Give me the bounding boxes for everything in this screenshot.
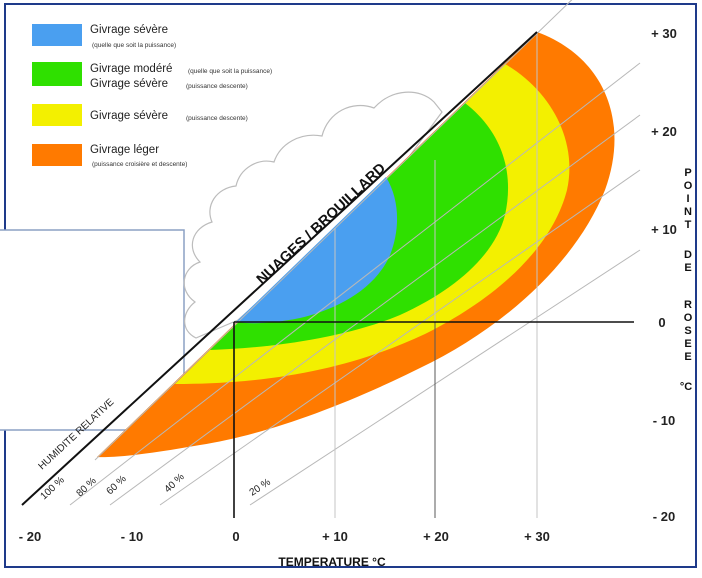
y-title-letter: D [684, 249, 692, 261]
y-title-letter: R [684, 299, 692, 311]
x-axis: - 20 - 10 0 + 10 + 20 + 30 TEMPERATURE °… [19, 529, 550, 569]
legend-sublabel: (puissance croisière et descente) [92, 161, 187, 168]
humidity-line-60 [109, 114, 641, 506]
legend-swatch [32, 104, 82, 126]
y-axis-title: P O I N T D E R O S E E °C [680, 167, 693, 393]
y-title-letter: T [685, 219, 692, 231]
y-tick-label: + 30 [651, 26, 677, 41]
y-title-letter: E [684, 338, 691, 350]
legend-item: Givrage sévère (puissance descente) [32, 104, 248, 126]
legend-label: Givrage sévère [90, 24, 168, 36]
x-tick-label: + 30 [524, 529, 550, 544]
cloud-outline [183, 91, 443, 339]
legend-label-2: Givrage sévère [90, 78, 168, 90]
legend-label: Givrage sévère [90, 110, 168, 122]
legend-item: Givrage modéré (quelle que soit la puiss… [32, 62, 272, 90]
y-title-letter: P [684, 167, 691, 179]
y-tick-label: + 20 [651, 124, 677, 139]
y-tick-label: - 20 [653, 509, 675, 524]
y-title-letter: I [686, 193, 689, 205]
y-title-letter: S [684, 325, 691, 337]
x-tick-label: 0 [232, 529, 239, 544]
legend-sublabel: (quelle que soit la puissance) [188, 68, 272, 75]
x-axis-title: TEMPERATURE °C [278, 555, 386, 569]
legend: Givrage sévère (quelle que soit la puiss… [32, 24, 272, 168]
y-tick-label: - 10 [653, 413, 675, 428]
humidity-lines [69, 0, 641, 506]
y-tick-label: 0 [658, 315, 665, 330]
legend-item: Givrage léger (puissance croisière et de… [32, 144, 187, 168]
y-title-letter: E [684, 262, 691, 274]
legend-swatch [32, 144, 82, 166]
legend-swatch [32, 62, 82, 86]
x-tick-label: - 10 [121, 529, 143, 544]
y-title-letter: O [684, 312, 693, 324]
legend-label: Givrage léger [90, 144, 159, 156]
legend-sublabel: (puissance descente) [186, 115, 248, 122]
legend-label: Givrage modéré [90, 63, 172, 75]
legend-swatch [32, 24, 82, 46]
zone-severe-icing [236, 177, 398, 324]
humidity-line-80 [69, 62, 641, 506]
y-title-letter: O [684, 180, 693, 192]
humidity-line-100 [94, 0, 573, 461]
x-tick-label: + 20 [423, 529, 449, 544]
legend-item: Givrage sévère (quelle que soit la puiss… [32, 24, 176, 49]
y-title-letter: N [684, 206, 692, 218]
x-tick-label: + 10 [322, 529, 348, 544]
legend-sublabel: (quelle que soit la puissance) [92, 42, 176, 49]
humidity-line-20 [249, 249, 641, 506]
y-title-letter: E [684, 351, 691, 363]
y-title-letter: °C [680, 381, 692, 393]
y-tick-label: + 10 [651, 222, 677, 237]
x-tick-label: - 20 [19, 529, 41, 544]
humidity-line-40 [159, 169, 641, 506]
saturation-line [21, 31, 538, 506]
y-axis: + 30 + 20 + 10 0 - 10 - 20 [651, 26, 677, 524]
legend-sublabel-2: (puissance descente) [186, 83, 248, 90]
side-panel [0, 229, 185, 431]
